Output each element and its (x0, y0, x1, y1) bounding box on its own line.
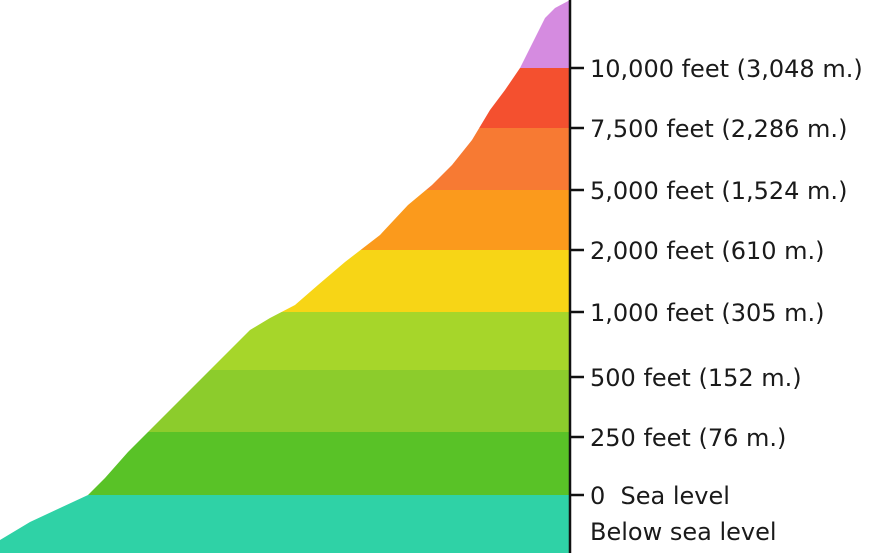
label-5000-ft: 5,000 feet (1,524 m.) (590, 177, 848, 205)
label-1000-ft: 1,000 feet (305 m.) (590, 299, 825, 327)
band-sea-level (0, 432, 570, 495)
label-sea-level: 0 Sea level (590, 482, 730, 510)
label-500-ft: 500 feet (152 m.) (590, 364, 802, 392)
band-250-ft (0, 370, 570, 432)
band-below-sea-level (0, 495, 570, 553)
band-7500-ft (0, 68, 570, 128)
label-7500-ft: 7,500 feet (2,286 m.) (590, 115, 848, 143)
band-10000-ft (0, 0, 570, 68)
band-2000-ft (0, 190, 570, 250)
label-10000-ft: 10,000 feet (3,048 m.) (590, 55, 863, 83)
label-2000-ft: 2,000 feet (610 m.) (590, 237, 825, 265)
band-1000-ft (0, 250, 570, 312)
label-below-sea-level: Below sea level (590, 518, 777, 546)
elevation-bands (0, 0, 570, 553)
band-500-ft (0, 312, 570, 370)
label-250-ft: 250 feet (76 m.) (590, 424, 787, 452)
band-5000-ft (0, 128, 570, 190)
